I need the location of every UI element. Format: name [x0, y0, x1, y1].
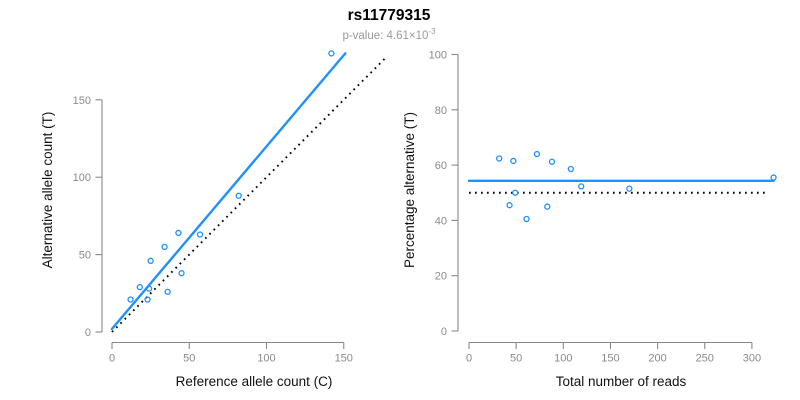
x-tick-label: 150	[335, 353, 353, 365]
identity-line	[111, 55, 388, 333]
y-tick-label: 40	[435, 215, 447, 227]
data-point	[770, 174, 777, 181]
data-point	[523, 215, 530, 223]
data-point	[178, 270, 185, 277]
data-point	[328, 50, 335, 57]
data-point	[567, 165, 574, 173]
x-tick-label: 50	[510, 353, 522, 365]
data-point	[136, 283, 143, 291]
data-point	[164, 288, 171, 295]
data-point	[512, 189, 519, 196]
y-tick-label: 80	[435, 105, 447, 117]
x-tick-label: 100	[257, 353, 275, 365]
data-point	[578, 183, 585, 190]
x-tick-label: 0	[109, 353, 115, 365]
x-axis-title: Reference allele count (C)	[176, 374, 333, 389]
y-tick-label: 100	[73, 172, 91, 184]
y-tick-label: 50	[79, 250, 91, 262]
data-point	[506, 202, 513, 209]
y-axis-title: Percentage alternative (T)	[402, 112, 417, 268]
data-point	[533, 150, 541, 158]
data-point	[145, 285, 153, 292]
regression-line	[110, 52, 347, 331]
data-point	[235, 192, 242, 199]
y-tick-label: 100	[429, 50, 447, 62]
x-tick-label: 250	[696, 353, 714, 365]
data-point	[548, 158, 556, 165]
data-point	[175, 229, 182, 237]
data-point	[127, 296, 134, 303]
data-point	[161, 243, 168, 251]
x-tick-label: 150	[601, 353, 619, 365]
data-point	[544, 203, 551, 210]
data-point	[626, 185, 633, 192]
y-axis-title: Alternative allele count (T)	[40, 112, 55, 269]
data-point	[196, 231, 204, 238]
y-tick-label: 0	[441, 326, 447, 338]
data-point	[144, 296, 151, 303]
y-tick-label: 0	[85, 327, 91, 339]
data-point	[510, 157, 517, 165]
data-point	[496, 155, 503, 162]
x-tick-label: 0	[466, 353, 472, 365]
x-tick-label: 200	[648, 353, 666, 365]
y-tick-label: 60	[435, 160, 447, 172]
x-axis-title: Total number of reads	[556, 374, 687, 389]
percentage-vs-reads-scatter: 0 50 100 150 200 250 300 Total number of reads 0…	[402, 50, 777, 389]
x-tick-label: 100	[554, 353, 572, 365]
y-tick-label: 20	[435, 271, 447, 283]
x-tick-label: 300	[743, 353, 761, 365]
y-tick-label: 150	[73, 95, 91, 107]
x-tick-label: 50	[183, 353, 195, 365]
data-point	[147, 257, 154, 264]
